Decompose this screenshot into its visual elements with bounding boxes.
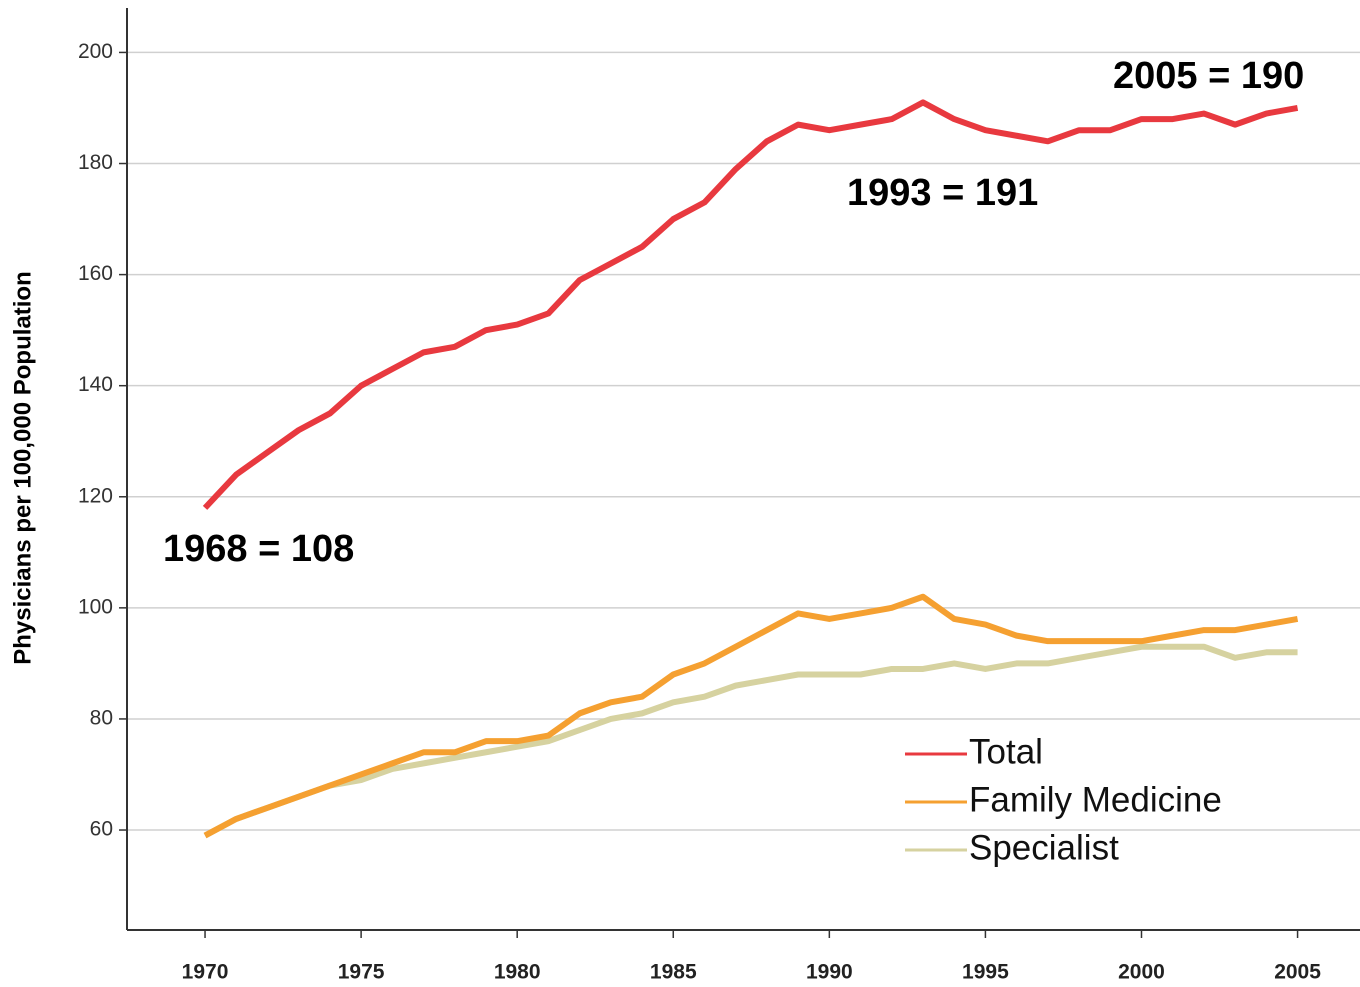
x-tick-label: 2005: [1274, 961, 1321, 984]
series-line: [203, 643, 1298, 839]
annotation: 1968 = 108: [163, 528, 354, 570]
y-tick-label: 160: [78, 262, 113, 285]
y-tick-label: 100: [78, 595, 113, 618]
legend-label: Specialist: [969, 828, 1119, 867]
x-tick-label: 2000: [1118, 961, 1165, 984]
y-tick-label: 180: [78, 151, 113, 174]
y-tick-label: 140: [78, 373, 113, 396]
y-tick-label: 120: [78, 484, 113, 507]
series-line: [202, 99, 1299, 510]
x-tick-label: 1985: [650, 961, 697, 984]
annotation: 2005 = 190: [1113, 55, 1304, 97]
legend-label: Family Medicine: [969, 780, 1222, 819]
series-line: [203, 593, 1299, 839]
y-tick-label: 60: [90, 818, 113, 841]
legend-label: Total: [969, 732, 1043, 771]
y-axis-label: Physicians per 100,000 Population: [9, 271, 36, 665]
y-tick-label: 80: [90, 706, 113, 729]
x-tick-label: 1990: [806, 961, 853, 984]
x-tick-label: 1970: [182, 961, 229, 984]
x-tick-label: 1995: [962, 961, 1009, 984]
x-tick-label: 1980: [494, 961, 541, 984]
y-tick-label: 200: [78, 40, 113, 63]
annotation: 1993 = 191: [847, 172, 1038, 214]
x-tick-label: 1975: [338, 961, 385, 984]
